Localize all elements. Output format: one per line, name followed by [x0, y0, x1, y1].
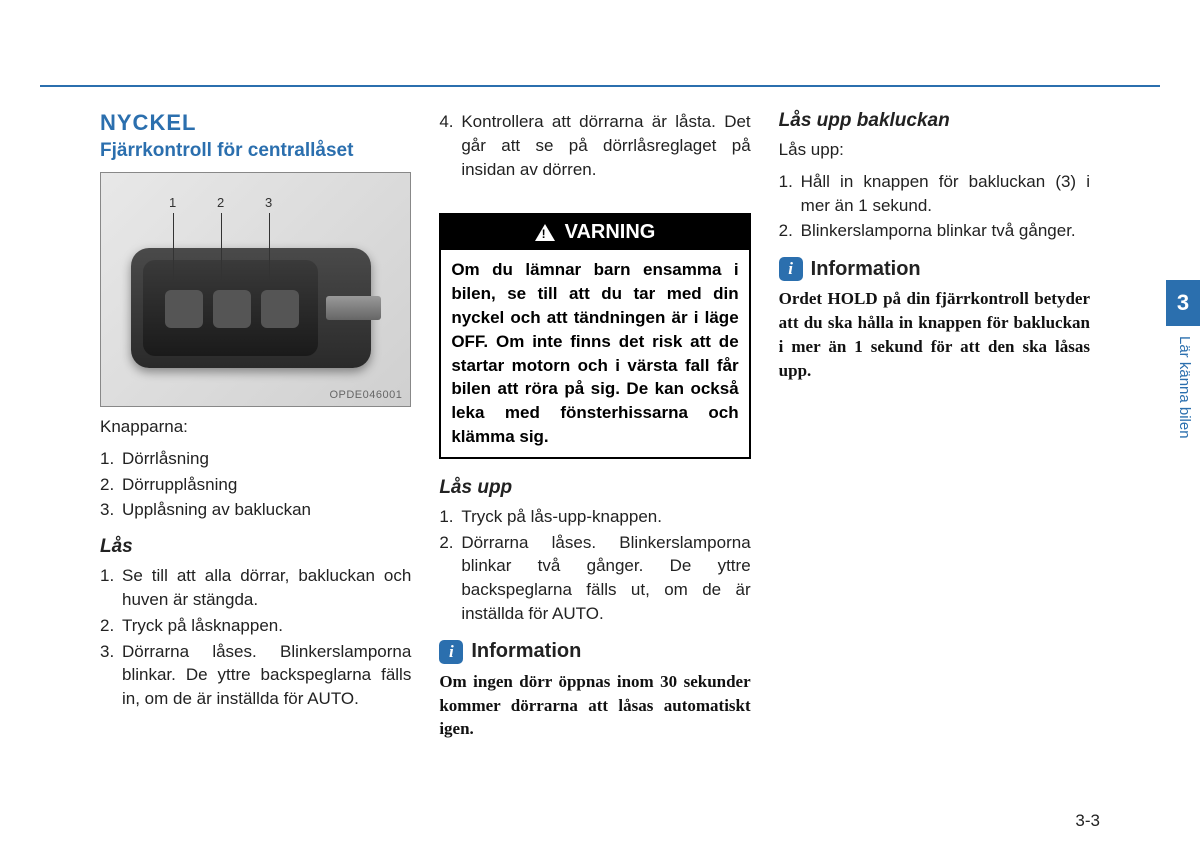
- column-1: NYCKEL Fjärrkontroll för centrallåset 1 …: [100, 110, 411, 741]
- leader-num-3: 3: [265, 195, 272, 210]
- unlock-step-2: Dörrarna låses. Blinkerslamporna blinkar…: [439, 531, 750, 626]
- button-item-1: Dörrlåsning: [100, 447, 411, 471]
- key-fob-illustration: [131, 248, 371, 368]
- info-body-1: Om ingen dörr öppnas inom 30 sekunder ko…: [439, 670, 750, 741]
- main-title: NYCKEL: [100, 110, 411, 136]
- lock-step-4: Kontrollera att dörrarna är låsta. Det g…: [439, 110, 750, 181]
- key-button-2: [213, 290, 251, 328]
- button-item-2: Dörrupplåsning: [100, 473, 411, 497]
- key-button-3: [261, 290, 299, 328]
- content-area: NYCKEL Fjärrkontroll för centrallåset 1 …: [100, 110, 1090, 741]
- info-label-2: Information: [811, 258, 921, 281]
- info-label-1: Information: [471, 640, 581, 663]
- buttons-list: Dörrlåsning Dörrupplåsning Upplåsning av…: [100, 447, 411, 522]
- page-number: 3-3: [1075, 811, 1100, 831]
- lock-step-1: Se till att alla dörrar, bakluckan och h…: [100, 564, 411, 612]
- chapter-number: 3: [1166, 280, 1200, 326]
- info-heading-2: i Information: [779, 257, 1090, 281]
- trunk-step-1: Håll in knappen för bakluckan (3) i mer …: [779, 170, 1090, 218]
- buttons-label: Knapparna:: [100, 415, 411, 439]
- lock-step-3: Dörrarna låses. Blinkerslamporna blinkar…: [100, 640, 411, 711]
- chapter-label: Lär känna bilen: [1166, 326, 1200, 449]
- trunk-step-2: Blinkerslamporna blinkar två gånger.: [779, 219, 1090, 243]
- leader-1: [173, 213, 174, 281]
- lock-heading: Lås: [100, 536, 411, 558]
- lock-step-2: Tryck på låsknappen.: [100, 614, 411, 638]
- warning-box: VARNING Om du lämnar barn ensamma i bile…: [439, 213, 750, 458]
- warning-header: VARNING: [441, 215, 748, 250]
- leader-3: [269, 213, 270, 281]
- key-fob-inner: [143, 260, 318, 356]
- unlock-steps: Tryck på lås-upp-knappen. Dörrarna låses…: [439, 505, 750, 626]
- key-blade: [326, 296, 381, 320]
- image-code: OPDE046001: [329, 389, 402, 401]
- info-body-2: Ordet HOLD på din fjärrkontroll betyder …: [779, 287, 1090, 382]
- unlock-heading: Lås upp: [439, 477, 750, 499]
- lock-steps: Se till att alla dörrar, bakluckan och h…: [100, 564, 411, 711]
- leader-num-2: 2: [217, 195, 224, 210]
- lock-steps-cont: Kontrollera att dörrarna är låsta. Det g…: [439, 110, 750, 181]
- info-heading-1: i Information: [439, 640, 750, 664]
- column-2: Kontrollera att dörrarna är låsta. Det g…: [439, 110, 750, 741]
- key-button-1: [165, 290, 203, 328]
- warning-icon: [535, 224, 555, 241]
- warning-body: Om du lämnar barn ensamma i bilen, se ti…: [441, 250, 748, 456]
- column-3: Lås upp bakluckan Lås upp: Håll in knapp…: [779, 110, 1090, 741]
- trunk-heading: Lås upp bakluckan: [779, 110, 1090, 132]
- info-icon: i: [439, 640, 463, 664]
- unlock-step-1: Tryck på lås-upp-knappen.: [439, 505, 750, 529]
- info-icon: i: [779, 257, 803, 281]
- trunk-intro: Lås upp:: [779, 138, 1090, 162]
- button-item-3: Upplåsning av bakluckan: [100, 498, 411, 522]
- trunk-steps: Håll in knappen för bakluckan (3) i mer …: [779, 170, 1090, 243]
- top-border: [40, 85, 1160, 87]
- side-tab: 3 Lär känna bilen: [1166, 280, 1200, 460]
- sub-title: Fjärrkontroll för centrallåset: [100, 140, 411, 162]
- leader-num-1: 1: [169, 195, 176, 210]
- key-figure: 1 2 3 OPDE046001: [100, 172, 411, 407]
- warning-title: VARNING: [565, 221, 656, 244]
- leader-2: [221, 213, 222, 281]
